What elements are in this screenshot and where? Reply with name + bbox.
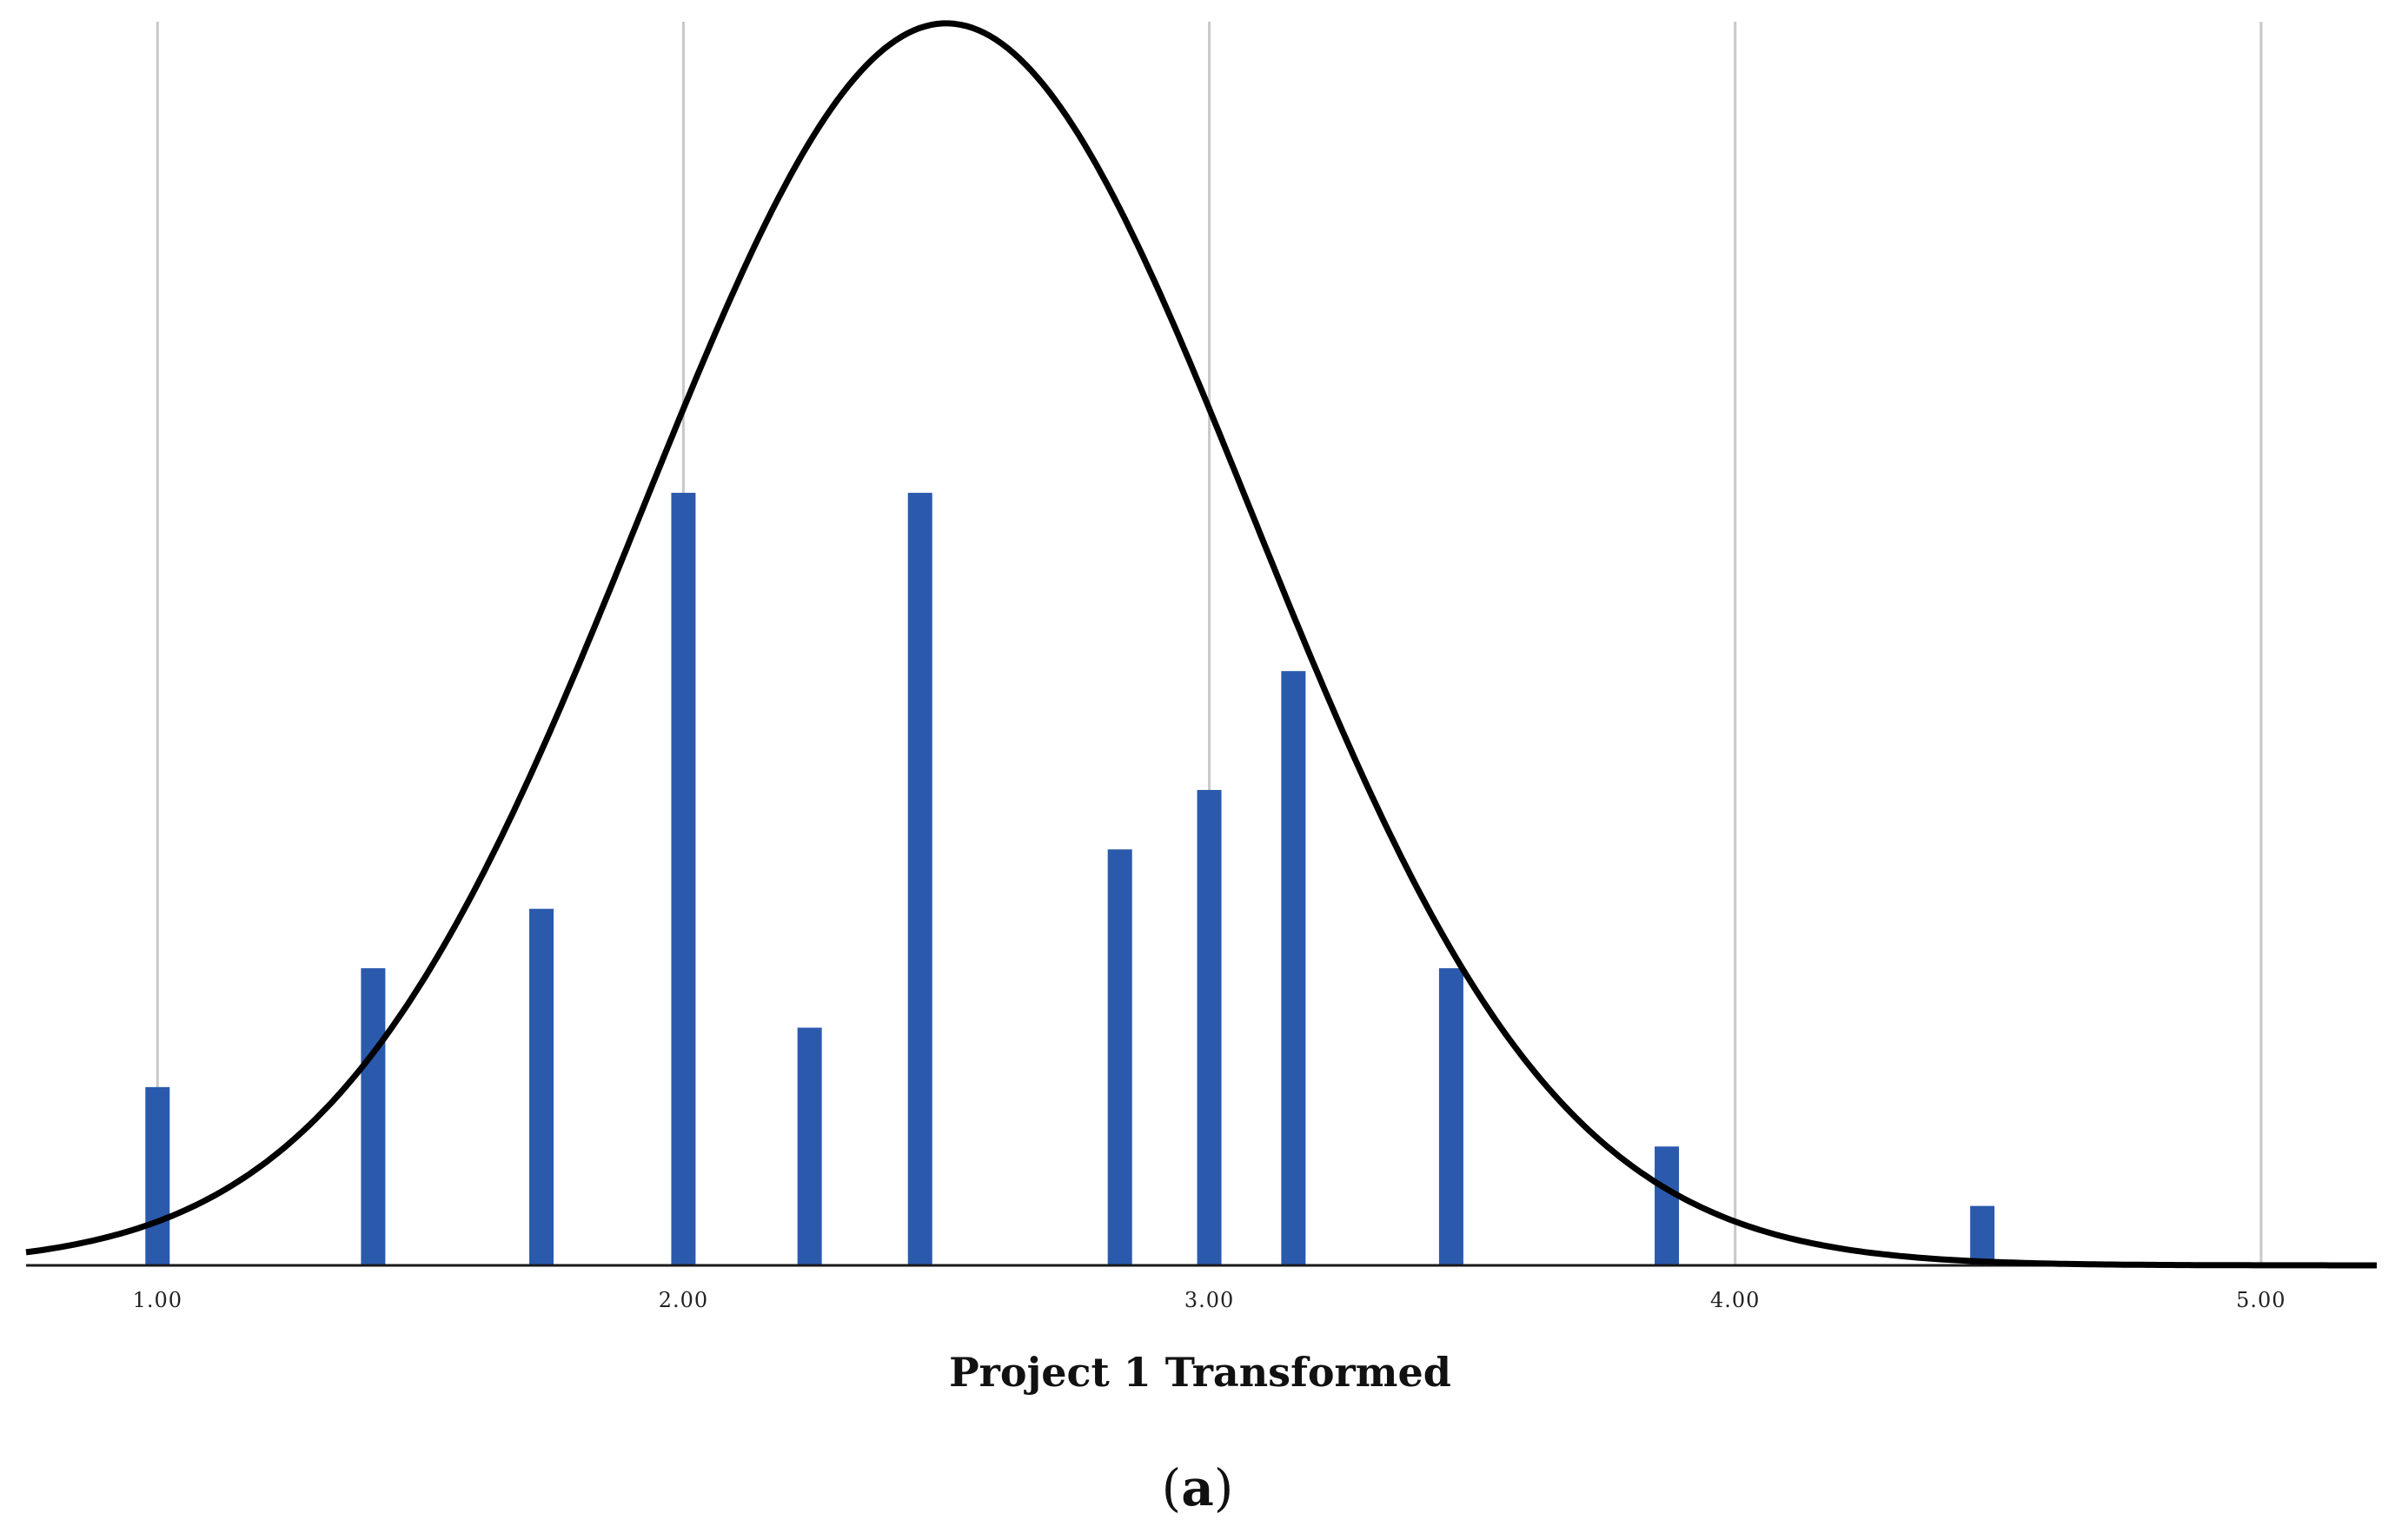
bar-5 bbox=[797, 1027, 822, 1265]
x-tick-label-1: 1.00 bbox=[133, 1288, 182, 1312]
bar-6 bbox=[907, 493, 932, 1265]
bar-2 bbox=[361, 968, 386, 1265]
normal-curve bbox=[25, 20, 2377, 1269]
x-tick-label-3: 3.00 bbox=[1184, 1288, 1234, 1312]
bar-3 bbox=[529, 908, 554, 1265]
x-tick-label-4: 4.00 bbox=[1710, 1288, 1760, 1312]
bar-8 bbox=[1197, 789, 1222, 1265]
bar-12 bbox=[1970, 1205, 1995, 1265]
bar-7 bbox=[1107, 849, 1132, 1265]
x-tick-labels: 1.00 2.00 3.00 4.00 5.00 bbox=[133, 1288, 2286, 1312]
bar-11 bbox=[1655, 1146, 1680, 1265]
histogram-chart: 1.00 2.00 3.00 4.00 5.00 Project 1 Transform… bbox=[25, 20, 2377, 1396]
bar-9 bbox=[1281, 671, 1306, 1265]
figure-caption: (a) bbox=[0, 1453, 2395, 1523]
x-axis-title: Project 1 Transformed bbox=[949, 1349, 1451, 1396]
bars bbox=[145, 493, 1995, 1265]
bar-1 bbox=[145, 1086, 170, 1265]
caption-open-paren: ( bbox=[1161, 1458, 1182, 1517]
x-tick-label-2: 2.00 bbox=[659, 1288, 708, 1312]
caption-close-paren: ) bbox=[1213, 1458, 1234, 1517]
x-tick-label-5: 5.00 bbox=[2236, 1288, 2286, 1312]
bar-10 bbox=[1438, 968, 1463, 1265]
caption-letter: a bbox=[1181, 1458, 1214, 1517]
bar-4 bbox=[671, 493, 696, 1265]
